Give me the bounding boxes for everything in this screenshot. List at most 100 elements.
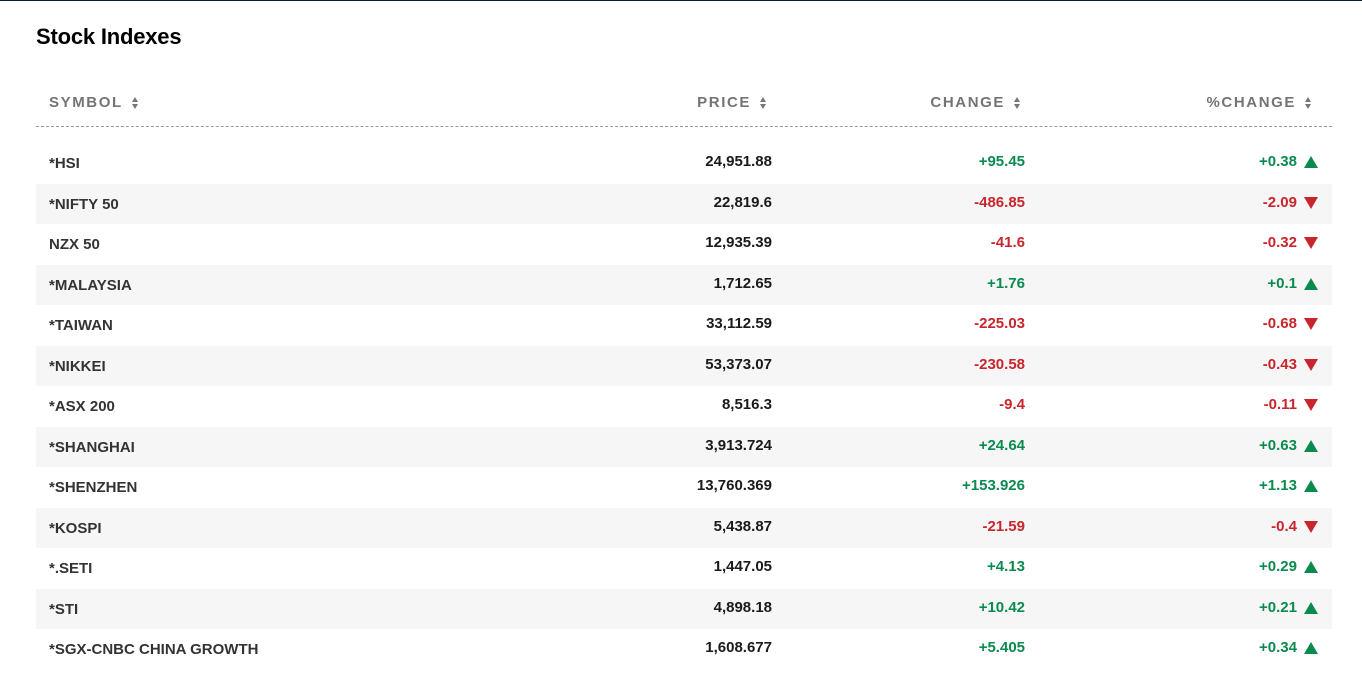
table-row[interactable]: *SHANGHAI 3,913.724 +24.64 +0.63 <box>36 426 1332 467</box>
arrow-down-icon <box>1304 399 1318 412</box>
symbol-link[interactable]: *SHANGHAI <box>49 438 135 456</box>
symbol-link[interactable]: *MALAYSIA <box>49 276 132 294</box>
percent-change-value: -0.68 <box>1262 315 1297 332</box>
table-header: SYMBOL PRICE CHANGE %CHANGE <box>36 78 1332 127</box>
change-cell: +24.64 <box>978 436 1025 454</box>
arrow-up-icon <box>1304 642 1318 655</box>
symbol-link[interactable]: *STI <box>49 600 79 618</box>
percent-change-value: -0.4 <box>1271 517 1297 535</box>
symbol-link[interactable]: *NIKKEI <box>49 357 106 375</box>
percent-change-cell: +0.21 <box>1259 588 1318 629</box>
column-header-symbol[interactable]: SYMBOL <box>49 94 138 111</box>
arrow-up-icon <box>1304 439 1318 452</box>
column-header-label: SYMBOL <box>49 94 123 111</box>
percent-change-value: +0.34 <box>1259 639 1297 656</box>
change-cell: +4.13 <box>987 558 1025 575</box>
symbol-link[interactable]: NZX 50 <box>49 236 100 253</box>
percent-change-cell: -2.09 <box>1263 183 1318 224</box>
symbol-link[interactable]: *.SETI <box>49 560 93 577</box>
arrow-up-icon <box>1304 156 1318 169</box>
table-row[interactable]: *TAIWAN 33,112.59 -225.03 -0.68 <box>36 305 1332 346</box>
table-row[interactable]: *ASX 200 8,516.3 -9.4 -0.11 <box>36 386 1332 427</box>
table-row[interactable]: *STI 4,898.18 +10.42 +0.21 <box>36 588 1332 629</box>
price-cell: 1,447.05 <box>713 558 772 575</box>
symbol-link[interactable]: *SGX-CNBC CHINA GROWTH <box>49 641 259 658</box>
percent-change-cell: -0.11 <box>1264 385 1318 426</box>
percent-change-value: -0.43 <box>1262 355 1297 373</box>
change-cell: +153.926 <box>962 477 1025 494</box>
table-row[interactable]: *.SETI 1,447.05 +4.13 +0.29 <box>36 548 1332 589</box>
price-cell: 4,898.18 <box>713 598 772 616</box>
percent-change-value: +0.38 <box>1259 153 1297 170</box>
percent-change-cell: +0.38 <box>1259 142 1318 183</box>
change-cell: -41.6 <box>990 234 1025 251</box>
percent-change-cell: +0.29 <box>1259 547 1318 588</box>
change-cell: +5.405 <box>978 639 1025 656</box>
percent-change-cell: -0.43 <box>1263 345 1318 386</box>
symbol-link[interactable]: *SHENZHEN <box>49 479 138 496</box>
arrow-up-icon <box>1304 561 1318 574</box>
percent-change-value: +0.29 <box>1259 558 1297 575</box>
column-header-label: %CHANGE <box>1206 94 1296 111</box>
table-body: *HSI 24,951.88 +95.45 +0.38 *NIFTY 50 22,819.… <box>36 143 1332 670</box>
arrow-down-icon <box>1304 358 1318 371</box>
symbol-link[interactable]: *TAIWAN <box>49 317 113 334</box>
price-cell: 53,373.07 <box>705 355 772 373</box>
arrow-up-icon <box>1304 277 1318 290</box>
table-row[interactable]: *NIFTY 50 22,819.6 -486.85 -2.09 <box>36 183 1332 224</box>
sort-icon <box>131 96 138 109</box>
change-cell: -21.59 <box>982 517 1025 535</box>
percent-change-value: +0.63 <box>1259 436 1297 454</box>
price-cell: 22,819.6 <box>713 193 772 211</box>
percent-change-cell: +1.13 <box>1259 466 1318 507</box>
table-row[interactable]: NZX 50 12,935.39 -41.6 -0.32 <box>36 224 1332 265</box>
arrow-down-icon <box>1304 237 1318 250</box>
symbol-link[interactable]: *KOSPI <box>49 519 102 537</box>
symbol-link[interactable]: *ASX 200 <box>49 398 115 415</box>
page-title: Stock Indexes <box>36 24 182 49</box>
price-cell: 12,935.39 <box>705 234 772 251</box>
column-header-change[interactable]: CHANGE <box>930 94 1020 111</box>
sort-icon <box>1014 96 1020 109</box>
arrow-down-icon <box>1304 520 1318 533</box>
price-cell: 1,608.677 <box>705 639 772 656</box>
table-row[interactable]: *KOSPI 5,438.87 -21.59 -0.4 <box>36 507 1332 548</box>
column-header-pchange[interactable]: %CHANGE <box>1206 94 1311 111</box>
column-header-price[interactable]: PRICE <box>697 94 766 111</box>
change-cell: +95.45 <box>978 153 1025 170</box>
column-header-label: PRICE <box>697 94 751 111</box>
price-cell: 13,760.369 <box>696 477 772 494</box>
arrow-down-icon <box>1304 318 1318 331</box>
symbol-link[interactable]: *NIFTY 50 <box>49 195 119 213</box>
table-row[interactable]: *SGX-CNBC CHINA GROWTH 1,608.677 +5.405 +0.… <box>36 629 1332 670</box>
top-border <box>0 0 1362 1</box>
table-row[interactable]: *MALAYSIA 1,712.65 +1.76 +0.1 <box>36 264 1332 305</box>
change-cell: -225.03 <box>974 315 1025 332</box>
arrow-down-icon <box>1304 196 1318 209</box>
price-cell: 5,438.87 <box>713 517 772 535</box>
percent-change-cell: +0.34 <box>1259 628 1318 669</box>
percent-change-value: +0.1 <box>1267 274 1297 292</box>
column-header-label: CHANGE <box>930 94 1005 111</box>
price-cell: 24,951.88 <box>705 153 772 170</box>
arrow-up-icon <box>1304 601 1318 614</box>
change-cell: -486.85 <box>974 193 1025 211</box>
table-row[interactable]: *SHENZHEN 13,760.369 +153.926 +1.13 <box>36 467 1332 508</box>
symbol-link[interactable]: *HSI <box>49 155 80 172</box>
change-cell: -230.58 <box>974 355 1025 373</box>
table-row[interactable]: *HSI 24,951.88 +95.45 +0.38 <box>36 143 1332 184</box>
change-cell: +10.42 <box>978 598 1025 616</box>
table-row[interactable]: *NIKKEI 53,373.07 -230.58 -0.43 <box>36 345 1332 386</box>
price-cell: 1,712.65 <box>713 274 772 292</box>
price-cell: 8,516.3 <box>721 396 772 413</box>
percent-change-value: -0.32 <box>1262 234 1297 251</box>
percent-change-value: +1.13 <box>1259 477 1297 494</box>
change-cell: +1.76 <box>987 274 1025 292</box>
percent-change-cell: +0.63 <box>1259 426 1318 467</box>
percent-change-cell: -0.4 <box>1271 507 1318 548</box>
sort-icon <box>760 96 766 109</box>
price-cell: 33,112.59 <box>706 315 772 332</box>
sort-icon <box>1305 96 1311 109</box>
stock-indexes-table: SYMBOL PRICE CHANGE %CHANGE *HSI 24,951.8… <box>36 78 1332 670</box>
percent-change-value: -2.09 <box>1262 193 1297 211</box>
